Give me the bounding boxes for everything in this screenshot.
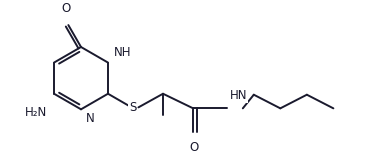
Text: O: O: [189, 141, 199, 155]
Text: NH: NH: [114, 46, 131, 59]
Text: H₂N: H₂N: [25, 106, 47, 119]
Text: O: O: [62, 2, 71, 15]
Text: HN: HN: [230, 89, 248, 103]
Text: S: S: [129, 101, 136, 114]
Text: N: N: [86, 112, 95, 125]
